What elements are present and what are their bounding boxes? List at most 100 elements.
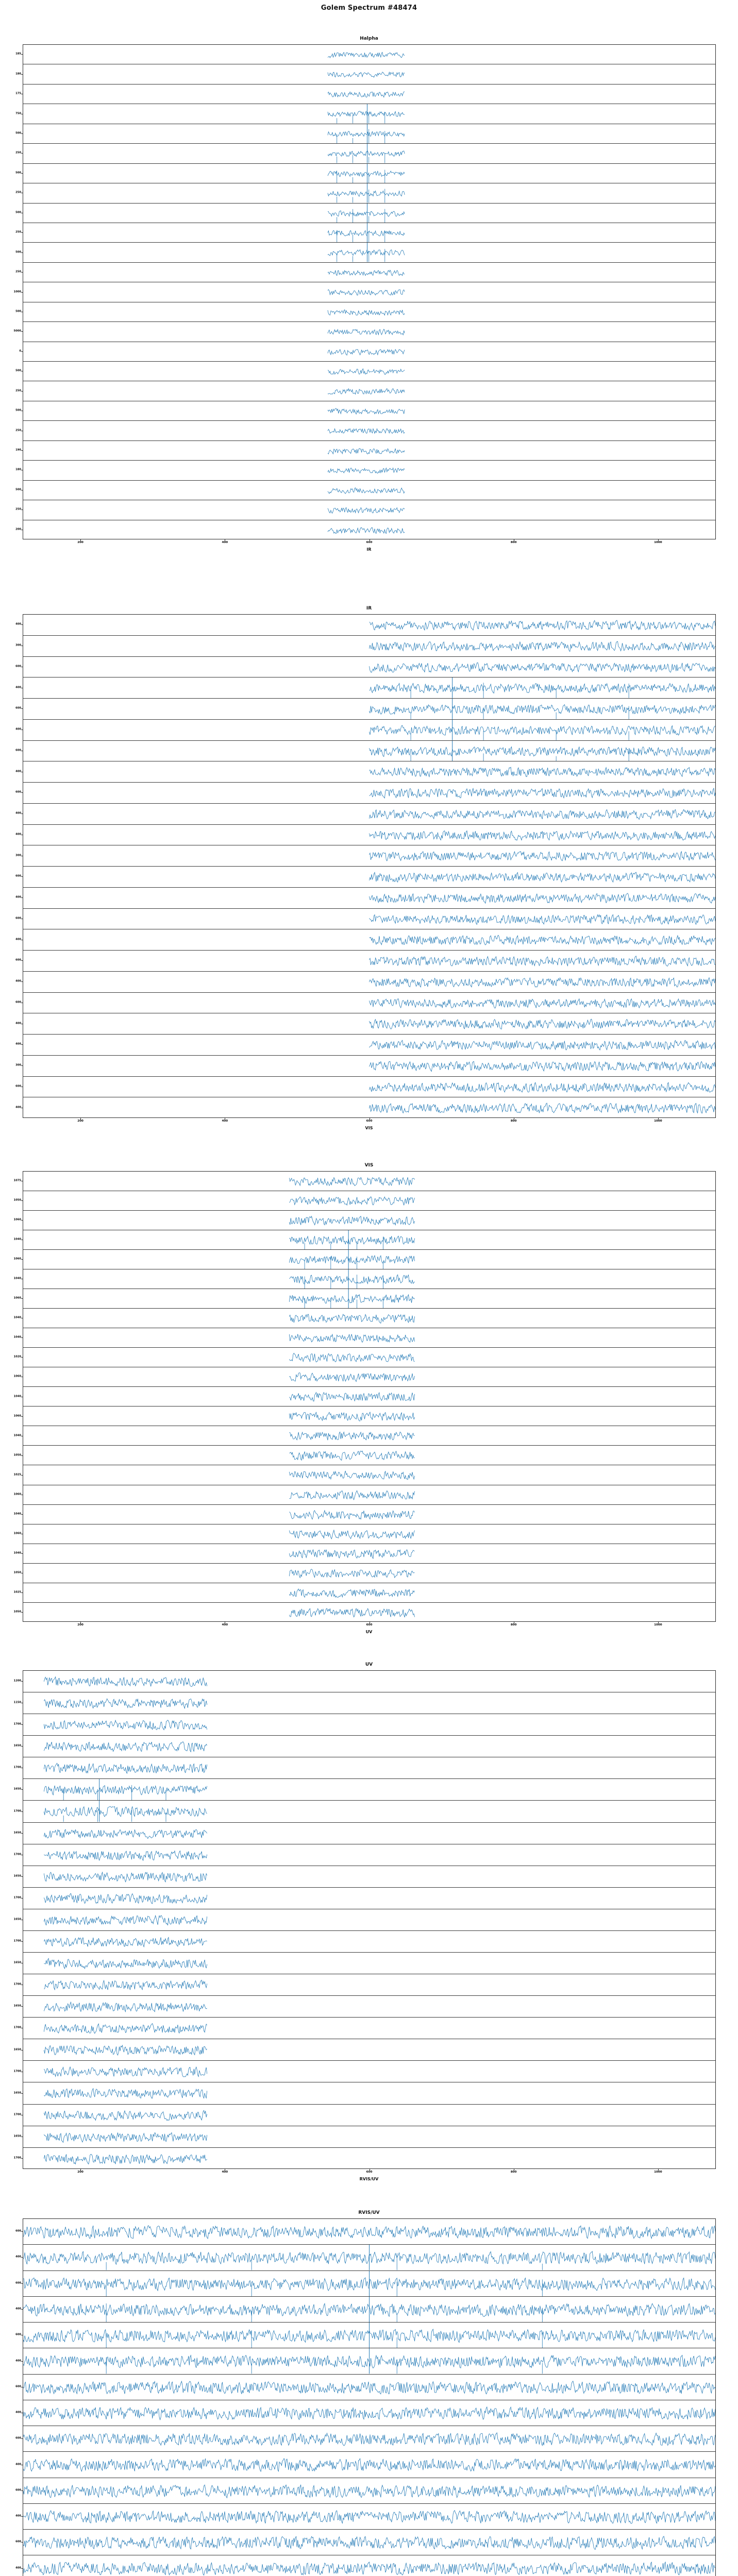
spectrum-row[interactable] (23, 1211, 715, 1231)
spectrum-row[interactable] (23, 2426, 715, 2452)
spectrum-row[interactable] (23, 699, 715, 720)
spectrum-row[interactable] (23, 1465, 715, 1485)
spectrum-row[interactable] (23, 104, 715, 124)
spectrum-row[interactable] (23, 740, 715, 762)
spectrum-row[interactable] (23, 1823, 715, 1844)
spectrum-row[interactable] (23, 124, 715, 144)
spectrum-row[interactable] (23, 1035, 715, 1056)
spectrum-row[interactable] (23, 1250, 715, 1270)
spectrum-row[interactable] (23, 1524, 715, 1544)
spectrum-row[interactable] (23, 636, 715, 657)
spectrum-row[interactable] (23, 2219, 715, 2245)
plot-area-halpha[interactable] (23, 44, 716, 539)
spectrum-row[interactable] (23, 972, 715, 993)
spectrum-row[interactable] (23, 845, 715, 867)
spectrum-row[interactable] (23, 64, 715, 84)
spectrum-row[interactable] (23, 1406, 715, 1427)
spectrum-row[interactable] (23, 1844, 715, 1866)
spectrum-row[interactable] (23, 719, 715, 741)
spectrum-row[interactable] (23, 929, 715, 951)
spectrum-row[interactable] (23, 144, 715, 164)
spectrum-row[interactable] (23, 1191, 715, 1211)
spectrum-row[interactable] (23, 993, 715, 1014)
spectrum-row[interactable] (23, 223, 715, 243)
spectrum-row[interactable] (23, 761, 715, 783)
spectrum-row[interactable] (23, 1996, 715, 2018)
spectrum-row[interactable] (23, 381, 715, 401)
spectrum-row[interactable] (23, 1603, 715, 1622)
spectrum-row[interactable] (23, 867, 715, 888)
spectrum-row[interactable] (23, 1779, 715, 1801)
spectrum-row[interactable] (23, 1953, 715, 1975)
spectrum-row[interactable] (23, 302, 715, 323)
spectrum-row[interactable] (23, 520, 715, 540)
spectrum-row[interactable] (23, 615, 715, 636)
spectrum-row[interactable] (23, 1692, 715, 1715)
spectrum-row[interactable] (23, 481, 715, 501)
spectrum-row[interactable] (23, 1909, 715, 1931)
spectrum-row[interactable] (23, 2018, 715, 2040)
spectrum-row[interactable] (23, 2082, 715, 2105)
spectrum-row[interactable] (23, 2245, 715, 2271)
spectrum-row[interactable] (23, 1485, 715, 1505)
spectrum-row[interactable] (23, 2452, 715, 2478)
spectrum-row[interactable] (23, 1888, 715, 1909)
spectrum-row[interactable] (23, 2375, 715, 2400)
spectrum-row[interactable] (23, 2348, 715, 2375)
spectrum-row[interactable] (23, 1172, 715, 1192)
spectrum-row[interactable] (23, 1544, 715, 1564)
spectrum-row[interactable] (23, 2296, 715, 2323)
spectrum-row[interactable] (23, 677, 715, 699)
spectrum-row[interactable] (23, 282, 715, 302)
spectrum-row[interactable] (23, 909, 715, 930)
spectrum-row[interactable] (23, 163, 715, 184)
spectrum-row[interactable] (23, 825, 715, 846)
spectrum-row[interactable] (23, 2504, 715, 2530)
spectrum-row[interactable] (23, 500, 715, 520)
spectrum-row[interactable] (23, 2270, 715, 2297)
spectrum-row[interactable] (23, 1736, 715, 1758)
spectrum-row[interactable] (23, 783, 715, 804)
spectrum-row[interactable] (23, 1367, 715, 1387)
spectrum-row[interactable] (23, 1013, 715, 1035)
spectrum-row[interactable] (23, 2105, 715, 2126)
spectrum-row[interactable] (23, 1931, 715, 1953)
spectrum-row[interactable] (23, 84, 715, 105)
spectrum-row[interactable] (23, 461, 715, 481)
spectrum-row[interactable] (23, 342, 715, 362)
spectrum-row[interactable] (23, 2400, 715, 2427)
spectrum-row[interactable] (23, 1757, 715, 1780)
plot-area-ir[interactable] (23, 614, 716, 1118)
spectrum-row[interactable] (23, 1309, 715, 1329)
spectrum-row[interactable] (23, 1426, 715, 1446)
spectrum-row[interactable] (23, 1505, 715, 1524)
spectrum-row[interactable] (23, 2530, 715, 2556)
spectrum-row[interactable] (23, 804, 715, 825)
spectrum-row[interactable] (23, 441, 715, 461)
spectrum-row[interactable] (23, 1269, 715, 1290)
spectrum-row[interactable] (23, 203, 715, 223)
spectrum-row[interactable] (23, 362, 715, 382)
spectrum-row[interactable] (23, 1348, 715, 1368)
spectrum-row[interactable] (23, 1097, 715, 1118)
spectrum-row[interactable] (23, 1564, 715, 1583)
spectrum-row[interactable] (23, 1974, 715, 1996)
spectrum-row[interactable] (23, 243, 715, 263)
spectrum-row[interactable] (23, 2555, 715, 2576)
plot-area-uv[interactable] (23, 1670, 716, 2169)
spectrum-row[interactable] (23, 2323, 715, 2349)
spectrum-row[interactable] (23, 1866, 715, 1888)
spectrum-row[interactable] (23, 1077, 715, 1098)
spectrum-row[interactable] (23, 1056, 715, 1077)
spectrum-row[interactable] (23, 1583, 715, 1603)
spectrum-row[interactable] (23, 2148, 715, 2170)
spectrum-row[interactable] (23, 2126, 715, 2148)
spectrum-row[interactable] (23, 421, 715, 441)
plot-area-rvisuv[interactable] (23, 2218, 716, 2576)
spectrum-row[interactable] (23, 322, 715, 342)
spectrum-row[interactable] (23, 2039, 715, 2061)
spectrum-row[interactable] (23, 1446, 715, 1466)
spectrum-row[interactable] (23, 888, 715, 909)
spectrum-row[interactable] (23, 401, 715, 421)
spectrum-row[interactable] (23, 263, 715, 283)
